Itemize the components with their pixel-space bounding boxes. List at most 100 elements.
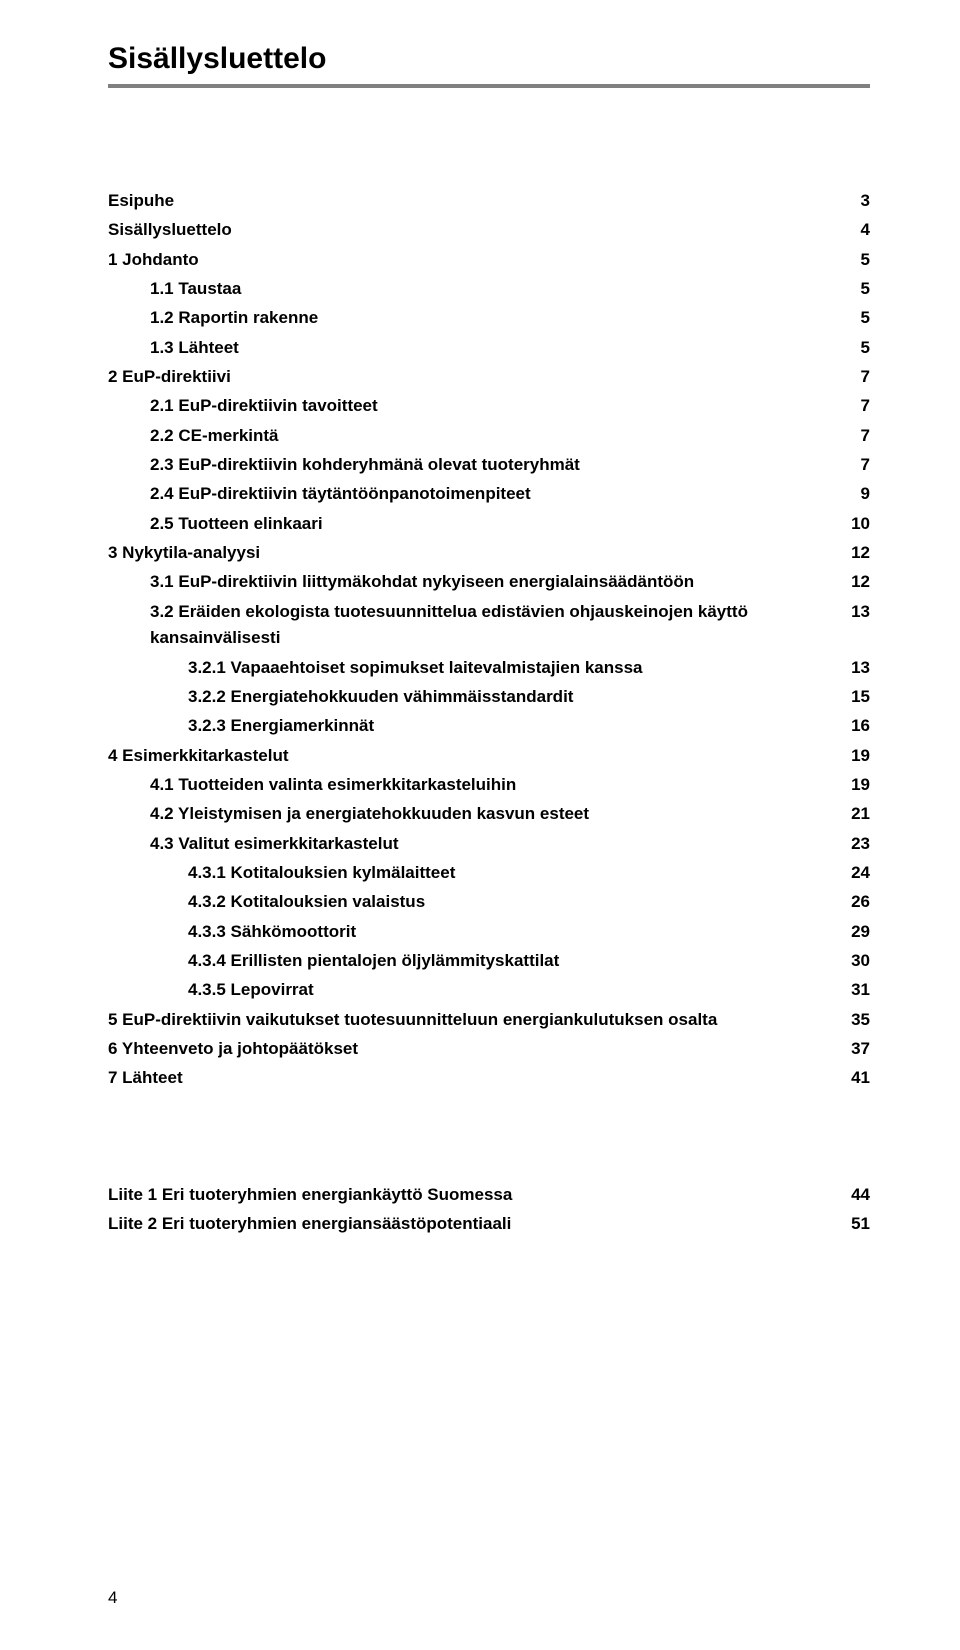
- toc-page: 4: [838, 217, 870, 243]
- toc-row: 2 EuP-direktiivi7: [108, 364, 870, 390]
- toc-label: 2.3 EuP-direktiivin kohderyhmänä olevat …: [108, 452, 838, 478]
- toc-row: 4.3.5 Lepovirrat31: [108, 977, 870, 1003]
- toc-label: 3 Nykytila-analyysi: [108, 540, 838, 566]
- toc-row: 2.2 CE-merkintä7: [108, 423, 870, 449]
- toc-row: 4.2 Yleistymisen ja energiatehokkuuden k…: [108, 801, 870, 827]
- toc-row: 2.1 EuP-direktiivin tavoitteet7: [108, 393, 870, 419]
- toc-row: 4.1 Tuotteiden valinta esimerkkitarkaste…: [108, 772, 870, 798]
- toc-label: 4.3 Valitut esimerkkitarkastelut: [108, 831, 838, 857]
- toc-row: Liite 2 Eri tuoteryhmien energiansäästöp…: [108, 1211, 870, 1237]
- toc-page: 31: [838, 977, 870, 1003]
- toc-row: 1.3 Lähteet5: [108, 335, 870, 361]
- toc-label: 3.1 EuP-direktiivin liittymäkohdat nykyi…: [108, 569, 838, 595]
- toc-row: 4.3.4 Erillisten pientalojen öljylämmity…: [108, 948, 870, 974]
- toc-row: 4.3 Valitut esimerkkitarkastelut23: [108, 831, 870, 857]
- toc-row: 4 Esimerkkitarkastelut19: [108, 743, 870, 769]
- toc-page: 12: [838, 569, 870, 595]
- toc-appendix: Liite 1 Eri tuoteryhmien energiankäyttö …: [108, 1182, 870, 1238]
- toc-row: 2.4 EuP-direktiivin täytäntöönpanotoimen…: [108, 481, 870, 507]
- toc-row: Esipuhe3: [108, 188, 870, 214]
- toc-page: 26: [838, 889, 870, 915]
- toc-page: 44: [838, 1182, 870, 1208]
- toc-page: 13: [838, 655, 870, 681]
- toc-label: 2.5 Tuotteen elinkaari: [108, 511, 838, 537]
- toc-label: 4.3.4 Erillisten pientalojen öljylämmity…: [108, 948, 838, 974]
- toc-row: 1.2 Raportin rakenne5: [108, 305, 870, 331]
- toc-list: Esipuhe3Sisällysluettelo41 Johdanto51.1 …: [108, 188, 870, 1092]
- toc-page: 7: [838, 393, 870, 419]
- toc-label: Liite 2 Eri tuoteryhmien energiansäästöp…: [108, 1211, 838, 1237]
- toc-row: 3.1 EuP-direktiivin liittymäkohdat nykyi…: [108, 569, 870, 595]
- toc-label: 3.2 Eräiden ekologista tuotesuunnittelua…: [108, 599, 838, 652]
- toc-label: 1.3 Lähteet: [108, 335, 838, 361]
- toc-row: 3.2.3 Energiamerkinnät16: [108, 713, 870, 739]
- toc-label: Esipuhe: [108, 188, 838, 214]
- toc-row: 1.1 Taustaa5: [108, 276, 870, 302]
- page-title: Sisällysluettelo: [108, 42, 870, 76]
- toc-page: 24: [838, 860, 870, 886]
- title-rule: [108, 84, 870, 88]
- toc-label: 2.4 EuP-direktiivin täytäntöönpanotoimen…: [108, 481, 838, 507]
- toc-label: 5 EuP-direktiivin vaikutukset tuotesuunn…: [108, 1007, 838, 1033]
- toc-page: 7: [838, 364, 870, 390]
- toc-page: 7: [838, 452, 870, 478]
- toc-label: 2 EuP-direktiivi: [108, 364, 838, 390]
- toc-row: 3.2.1 Vapaaehtoiset sopimukset laitevalm…: [108, 655, 870, 681]
- toc-page: 51: [838, 1211, 870, 1237]
- toc-row: 3.2.2 Energiatehokkuuden vähimmäisstanda…: [108, 684, 870, 710]
- toc-page: 3: [838, 188, 870, 214]
- toc-row: 3.2 Eräiden ekologista tuotesuunnittelua…: [108, 599, 870, 652]
- toc-page: 5: [838, 335, 870, 361]
- toc-page: 7: [838, 423, 870, 449]
- toc-label: 4.1 Tuotteiden valinta esimerkkitarkaste…: [108, 772, 838, 798]
- toc-label: 4.3.1 Kotitalouksien kylmälaitteet: [108, 860, 838, 886]
- toc-label: 3.2.2 Energiatehokkuuden vähimmäisstanda…: [108, 684, 838, 710]
- toc-label: 2.2 CE-merkintä: [108, 423, 838, 449]
- toc-page: 30: [838, 948, 870, 974]
- toc-label: 3.2.3 Energiamerkinnät: [108, 713, 838, 739]
- toc-page: 9: [838, 481, 870, 507]
- toc-label: Sisällysluettelo: [108, 217, 838, 243]
- toc-page: 41: [838, 1065, 870, 1091]
- toc-label: 6 Yhteenveto ja johtopäätökset: [108, 1036, 838, 1062]
- toc-label: 1 Johdanto: [108, 247, 838, 273]
- page-number: 4: [108, 1588, 117, 1608]
- toc-row: 2.3 EuP-direktiivin kohderyhmänä olevat …: [108, 452, 870, 478]
- toc-page: 23: [838, 831, 870, 857]
- toc-label: 2.1 EuP-direktiivin tavoitteet: [108, 393, 838, 419]
- toc-row: 4.3.1 Kotitalouksien kylmälaitteet24: [108, 860, 870, 886]
- toc-page: 37: [838, 1036, 870, 1062]
- toc-row: 2.5 Tuotteen elinkaari10: [108, 511, 870, 537]
- toc-page: 16: [838, 713, 870, 739]
- toc-label: Liite 1 Eri tuoteryhmien energiankäyttö …: [108, 1182, 838, 1208]
- toc-row: 7 Lähteet41: [108, 1065, 870, 1091]
- toc-page: 15: [838, 684, 870, 710]
- toc-label: 4.3.5 Lepovirrat: [108, 977, 838, 1003]
- toc-label: 3.2.1 Vapaaehtoiset sopimukset laitevalm…: [108, 655, 838, 681]
- toc-row: 4.3.3 Sähkömoottorit29: [108, 919, 870, 945]
- toc-row: 3 Nykytila-analyysi12: [108, 540, 870, 566]
- toc-label: 4.3.2 Kotitalouksien valaistus: [108, 889, 838, 915]
- toc-label: 4.2 Yleistymisen ja energiatehokkuuden k…: [108, 801, 838, 827]
- toc-page: 10: [838, 511, 870, 537]
- toc-page: 5: [838, 247, 870, 273]
- toc-page: 35: [838, 1007, 870, 1033]
- toc-label: 1.2 Raportin rakenne: [108, 305, 838, 331]
- toc-page: 19: [838, 743, 870, 769]
- toc-page: 12: [838, 540, 870, 566]
- toc-page: 29: [838, 919, 870, 945]
- toc-page: 21: [838, 801, 870, 827]
- toc-row: 5 EuP-direktiivin vaikutukset tuotesuunn…: [108, 1007, 870, 1033]
- toc-page: 19: [838, 772, 870, 798]
- toc-page: 5: [838, 276, 870, 302]
- toc-page: 5: [838, 305, 870, 331]
- toc-label: 7 Lähteet: [108, 1065, 838, 1091]
- toc-label: 4 Esimerkkitarkastelut: [108, 743, 838, 769]
- toc-label: 1.1 Taustaa: [108, 276, 838, 302]
- toc-row: Sisällysluettelo4: [108, 217, 870, 243]
- toc-label: 4.3.3 Sähkömoottorit: [108, 919, 838, 945]
- toc-page: 13: [838, 599, 870, 652]
- toc-row: Liite 1 Eri tuoteryhmien energiankäyttö …: [108, 1182, 870, 1208]
- toc-row: 4.3.2 Kotitalouksien valaistus26: [108, 889, 870, 915]
- toc-row: 1 Johdanto5: [108, 247, 870, 273]
